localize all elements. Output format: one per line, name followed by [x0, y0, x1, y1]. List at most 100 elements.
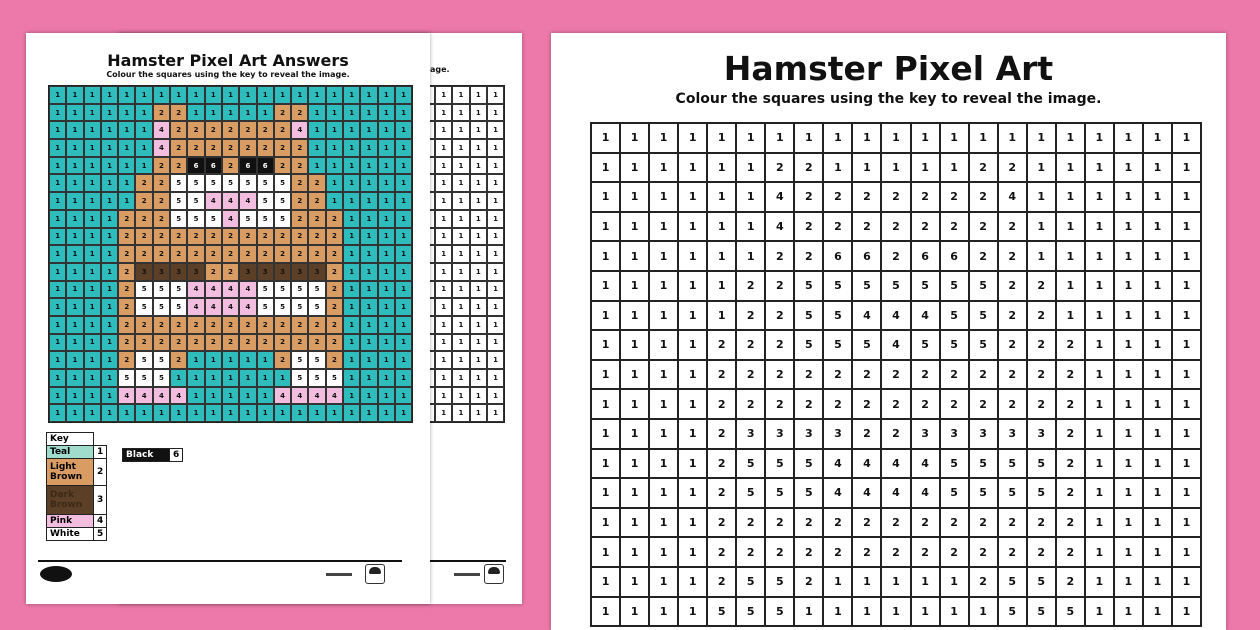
grid-cell: 5 [968, 478, 998, 508]
grid-cell: 2 [707, 418, 737, 449]
grid-cell: 2 [291, 227, 309, 246]
grid-cell: 2 [997, 537, 1027, 567]
grid-cell: 5 [910, 330, 940, 360]
grid-cell: 2 [239, 333, 257, 352]
grid-cell: 1 [49, 262, 67, 281]
grid-cell: 1 [452, 121, 470, 140]
grid-cell: 1 [135, 86, 153, 104]
grid-cell: 6 [852, 241, 882, 271]
grid-cell: 1 [1113, 123, 1143, 153]
grid-cell: 1 [435, 245, 453, 263]
grid-cell: 5 [823, 300, 853, 331]
grid-cell: 1 [591, 507, 621, 538]
grid-cell: 1 [100, 404, 119, 423]
grid-cell: 2 [273, 139, 292, 157]
grid-cell: 1 [452, 245, 470, 263]
grid-cell: 1 [736, 152, 766, 183]
grid-cell: 1 [1113, 300, 1143, 331]
grid-cell: 1 [170, 369, 188, 387]
grid-cell: 3 [997, 418, 1027, 449]
grid-cell: 1 [452, 280, 470, 299]
grid-cell: 1 [649, 270, 679, 301]
grid-cell: 3 [239, 262, 257, 281]
grid-cell: 5 [1026, 566, 1056, 597]
grid-cell: 2 [1055, 359, 1085, 390]
grid-cell: 4 [187, 280, 205, 299]
grid-cell: 1 [1084, 300, 1114, 331]
grid-cell: 2 [997, 389, 1027, 419]
grid-cell: 5 [135, 298, 153, 316]
grid-cell: 1 [273, 86, 292, 104]
grid-cell: 1 [100, 280, 119, 299]
grid-cell: 1 [204, 103, 222, 122]
grid-cell: 1 [100, 139, 119, 157]
grid-cell: 3 [291, 262, 309, 281]
grid-cell: 1 [707, 182, 737, 212]
grid-cell: 2 [256, 245, 274, 263]
grid-cell: 1 [881, 152, 911, 183]
grid-cell: 6 [256, 156, 274, 175]
grid-cell: 5 [794, 270, 824, 301]
grid-cell: 1 [343, 351, 361, 369]
grid-cell: 1 [170, 404, 188, 423]
grid-cell: 1 [469, 156, 487, 175]
grid-cell: 1 [486, 280, 505, 299]
grid-cell: 1 [152, 86, 171, 104]
grid-cell: 2 [707, 330, 737, 360]
grid-cell: 2 [881, 537, 911, 567]
grid-cell: 2 [291, 209, 309, 228]
grid-cell: 1 [620, 596, 650, 627]
grid-cell: 1 [881, 596, 911, 627]
grid-cell: 4 [152, 139, 171, 157]
grid-cell: 1 [1113, 152, 1143, 183]
grid-cell: 5 [291, 298, 309, 316]
grid-cell: 5 [736, 448, 766, 479]
grid-cell: 1 [394, 333, 413, 352]
grid-cell: 2 [794, 182, 824, 212]
grid-cell: 1 [135, 121, 153, 140]
grid-cell: 1 [649, 389, 679, 419]
grid-cell: 4 [221, 280, 240, 299]
grid-cell: 1 [394, 86, 413, 104]
grid-cell: 1 [325, 404, 344, 423]
grid-cell: 2 [1055, 507, 1085, 538]
grid-cell: 2 [221, 262, 240, 281]
grid-cell: 5 [291, 280, 309, 299]
grid-cell: 2 [968, 241, 998, 271]
key-teal-value: 1 [92, 445, 108, 459]
main-worksheet: Hamster Pixel Art Colour the squares usi… [551, 33, 1226, 630]
grid-cell: 1 [394, 351, 413, 369]
grid-cell: 1 [649, 152, 679, 183]
grid-cell: 1 [1113, 448, 1143, 479]
grid-cell: 1 [620, 270, 650, 301]
grid-cell: 1 [100, 262, 119, 281]
grid-cell: 1 [1026, 211, 1056, 242]
grid-cell: 2 [308, 315, 326, 334]
grid-cell: 1 [469, 298, 487, 316]
grid-cell: 6 [939, 241, 969, 271]
grid-cell: 1 [486, 86, 505, 104]
grid-cell: 1 [1171, 300, 1201, 331]
grid-cell: 5 [765, 566, 795, 597]
grid-cell: 1 [1142, 152, 1172, 183]
grid-cell: 1 [1084, 418, 1114, 449]
grid-cell: 1 [939, 123, 969, 153]
grid-cell: 1 [707, 300, 737, 331]
grid-cell: 1 [707, 152, 737, 183]
grid-cell: 1 [66, 298, 84, 316]
grid-cell: 2 [823, 537, 853, 567]
grid-cell: 1 [1113, 566, 1143, 597]
grid-cell: 2 [135, 227, 153, 246]
badge-logo [484, 564, 504, 584]
grid-cell: 1 [649, 300, 679, 331]
grid-cell: 4 [325, 386, 344, 405]
grid-cell: 1 [678, 507, 708, 538]
grid-cell: 1 [435, 227, 453, 246]
grid-cell: 1 [678, 389, 708, 419]
grid-cell: 1 [343, 369, 361, 387]
grid-cell: 1 [452, 351, 470, 369]
grid-cell: 3 [736, 418, 766, 449]
grid-cell: 1 [1171, 359, 1201, 390]
grid-cell: 1 [66, 192, 84, 210]
grid-cell: 2 [239, 139, 257, 157]
